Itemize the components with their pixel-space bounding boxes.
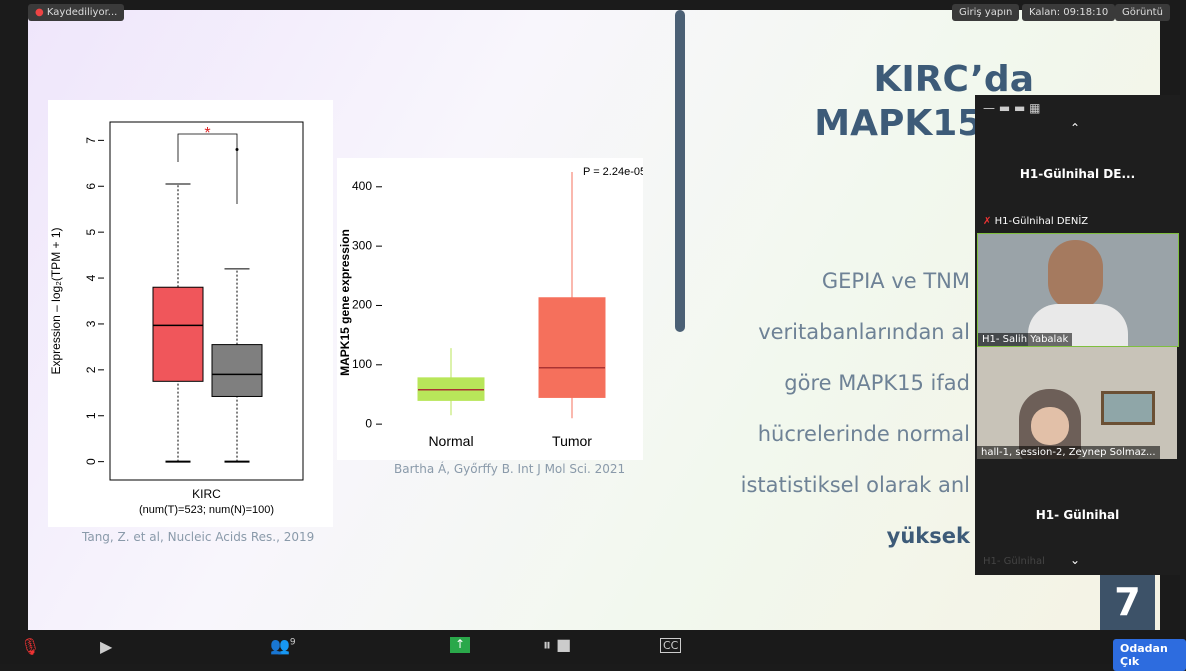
- participant-panel: — ▬ ▬ ▦ ⌃ H1-Gülnihal DE... ✗ H1-Gülniha…: [975, 95, 1180, 575]
- body-line: GEPIA ve TNM: [628, 256, 970, 307]
- title-line: KIRC’da: [628, 58, 1034, 102]
- y-tick-label: 4: [84, 274, 98, 281]
- figure-right: 0 100 200 300 400 MAPK15 gene expression Norma…: [337, 158, 643, 460]
- box: [153, 287, 203, 381]
- figure-left: 0 1 2 3 4 5 6 7 Expression – log₂(TPM + 1) * KIRC (…: [48, 100, 333, 527]
- speaker-label: H1-Gülnihal DENİZ: [995, 216, 1089, 227]
- significance: *: [204, 125, 210, 142]
- scroll-up[interactable]: ⌃: [1070, 121, 1080, 135]
- body-line: hücrelerinde normal: [628, 409, 970, 460]
- y-tick-label: 100: [352, 357, 372, 371]
- body-bold: yüksek: [628, 511, 970, 562]
- body-line: istatistiksel olarak anl: [628, 460, 970, 511]
- x-axis-label: KIRC: [192, 487, 221, 501]
- toolbar: 🎙 ▶ 👥9 ↑ ⏸ ■ CC Odadan Çık: [0, 630, 1186, 664]
- tile-label: H1- Salih Yabalak: [978, 333, 1072, 346]
- leave-button[interactable]: Odadan Çık: [1113, 639, 1186, 671]
- recording[interactable]: ● Kaydediliyor...: [28, 4, 124, 21]
- y-axis-label: MAPK15 gene expression: [338, 229, 352, 376]
- video-tile[interactable]: H1- Salih Yabalak: [977, 233, 1179, 347]
- body-line: göre MAPK15 ifad: [628, 358, 970, 409]
- speaker-name: H1-Gülnihal DE...: [975, 167, 1180, 181]
- slide-body: GEPIA ve TNM veritabanlarından al göre M…: [628, 256, 970, 562]
- screen: KIRC’da MAPK15’in GEPIA ve TNM veritaban…: [0, 0, 1186, 664]
- tile-label: hall-1, session-2, Zeynep Solmaz...: [977, 446, 1160, 459]
- y-tick-label: 1: [84, 412, 98, 419]
- share-button[interactable]: ↑: [450, 637, 470, 653]
- slide-number: 7: [1100, 575, 1155, 630]
- y-tick-label: 2: [84, 366, 98, 373]
- y-tick-label: 200: [352, 298, 372, 312]
- participant-name: H1- Gülnihal: [983, 556, 1045, 567]
- timer: Kalan: 09:18:10: [1022, 4, 1115, 21]
- slide-title: KIRC’da MAPK15’in: [628, 58, 1034, 146]
- mic-button[interactable]: 🎙: [20, 637, 40, 656]
- y-tick-label: 5: [84, 228, 98, 235]
- video-button[interactable]: ▶: [100, 637, 112, 656]
- y-tick-label: 7: [84, 137, 98, 144]
- y-axis-label: Expression – log₂(TPM + 1): [49, 227, 63, 374]
- participants-button[interactable]: 👥9: [270, 636, 296, 655]
- participants-count: 9: [290, 638, 296, 648]
- x-tick-label: Normal: [428, 433, 473, 449]
- video-tile[interactable]: hall-1, session-2, Zeynep Solmaz...: [977, 347, 1177, 459]
- box: [539, 298, 605, 398]
- caption: Tang, Z. et al, Nucleic Acids Res., 2019: [82, 530, 314, 544]
- y-tick-label: 0: [365, 416, 372, 430]
- p-value: P = 2.24e-05: [583, 166, 643, 178]
- y-tick-label: 6: [84, 183, 98, 190]
- y-tick-label: 300: [352, 238, 372, 252]
- caption: Bartha Á, Győrffy B. Int J Mol Sci. 2021: [394, 462, 625, 476]
- y-tick-label: 3: [84, 320, 98, 327]
- cc-button[interactable]: CC: [660, 638, 681, 653]
- panel-controls[interactable]: — ▬ ▬ ▦: [983, 101, 1040, 115]
- body-line: veritabanlarından al: [628, 307, 970, 358]
- title-line: MAPK15’in: [628, 102, 1034, 146]
- x-axis-sublabel: (num(T)=523; num(N)=100): [139, 504, 274, 516]
- x-tick-label: Tumor: [552, 433, 592, 449]
- login-button[interactable]: Giriş yapın: [952, 4, 1019, 21]
- participant-name: H1- Gülnihal: [975, 508, 1180, 522]
- pause-button[interactable]: ⏸ ■: [543, 635, 571, 655]
- view-button[interactable]: Görüntü: [1115, 4, 1170, 21]
- recording-text: Kaydediliyor...: [47, 7, 117, 18]
- scroll-down[interactable]: ⌄: [1070, 553, 1080, 567]
- y-tick-label: 400: [352, 179, 372, 193]
- box: [212, 345, 262, 397]
- y-tick-label: 0: [84, 458, 98, 465]
